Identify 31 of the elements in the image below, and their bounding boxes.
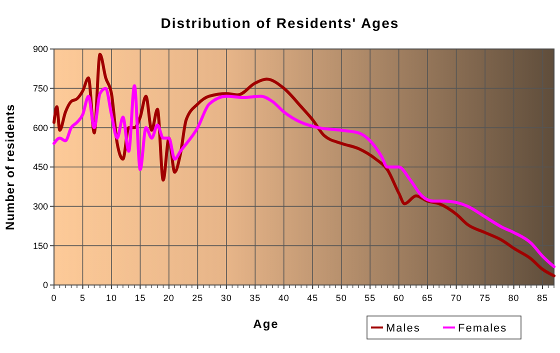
x-tick-label: 40 [278, 293, 290, 303]
chart-title: Distribution of Residents' Ages [160, 14, 400, 31]
legend-label: Females [458, 322, 508, 334]
x-tick-label: 85 [537, 293, 548, 303]
x-tick-label: 50 [336, 293, 347, 303]
x-axis-title: Age [253, 317, 279, 331]
y-tick-label: 600 [32, 122, 48, 133]
x-tick-label: 60 [393, 293, 404, 303]
x-tick-label: 55 [364, 293, 376, 303]
x-tick-label: 0 [51, 293, 57, 303]
legend-label: Males [386, 322, 420, 334]
y-axis-title: Number of residents [3, 104, 17, 230]
x-tick-label: 65 [422, 293, 434, 303]
y-tick-label: 0 [42, 280, 48, 290]
y-tick-label: 300 [32, 201, 48, 212]
y-tick-label: 900 [32, 44, 48, 54]
x-tick-label: 70 [450, 293, 462, 303]
y-tick-label: 750 [32, 83, 48, 94]
x-tick-label: 80 [508, 293, 520, 303]
x-tick-label: 15 [134, 293, 146, 303]
x-tick-label: 25 [192, 293, 204, 303]
x-tick-label: 35 [250, 293, 261, 303]
y-tick-label: 450 [32, 162, 48, 172]
x-tick-label: 45 [307, 293, 318, 303]
y-tick-label: 150 [32, 240, 48, 251]
x-tick-label: 75 [480, 293, 491, 303]
line-series [52, 84, 556, 268]
x-tick-label: 20 [163, 293, 174, 303]
x-tick-label: 10 [106, 293, 117, 303]
x-tick-label: 5 [80, 293, 86, 303]
x-tick-label: 30 [220, 293, 232, 303]
